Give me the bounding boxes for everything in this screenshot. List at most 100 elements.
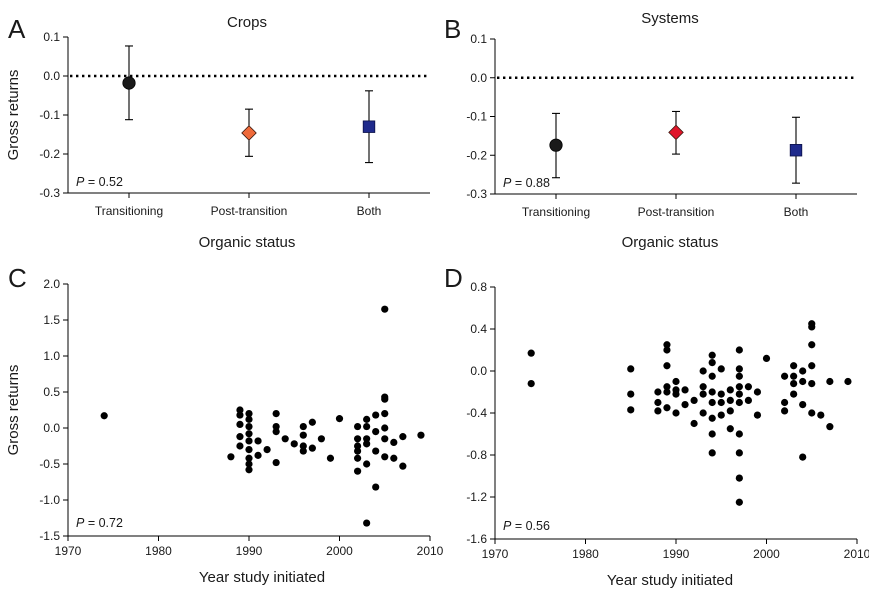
p-value-annotation: P = 0.88 [503, 176, 550, 190]
panel-b: B Systems 0.1 0.0 -0.1 -0.2 -0.3 Transitioning P… [444, 10, 857, 219]
data-point [699, 383, 707, 391]
data-point [272, 422, 280, 431]
data-point [627, 365, 635, 373]
p-value-text: = 0.88 [511, 176, 550, 190]
data-point [363, 460, 371, 468]
y-tick-label: 0.0 [470, 364, 487, 378]
data-point [227, 453, 235, 461]
p-value-symbol: P [76, 175, 85, 189]
x-category-label: Post-transition [211, 204, 288, 218]
data-point [735, 383, 743, 391]
data-point [799, 401, 807, 409]
y-tick-label: 1.0 [43, 349, 60, 363]
x-category-label: Both [357, 204, 382, 218]
y-tick-label: 0.1 [43, 30, 60, 44]
data-point [245, 446, 253, 454]
data-point [308, 418, 316, 426]
x-tick-label: 1980 [572, 547, 599, 561]
y-tick-label: -0.1 [466, 110, 487, 124]
y-tick-label: 1.5 [43, 313, 60, 327]
data-point [354, 442, 362, 450]
panel-a: A Crops 0.1 0.0 -0.1 -0.2 -0.3 Gross returns Tra… [5, 14, 430, 218]
y-tick-label: -1.2 [466, 490, 487, 504]
data-point [799, 377, 807, 386]
data-point [726, 386, 734, 394]
data-point [372, 411, 380, 419]
data-point [753, 411, 762, 419]
data-point [326, 454, 335, 462]
data-point [735, 474, 743, 482]
data-point [663, 346, 671, 354]
data-point [735, 449, 743, 457]
x-tick-label: 2010 [417, 544, 444, 558]
p-value-annotation: P = 0.72 [76, 516, 123, 530]
data-point [381, 453, 389, 461]
data-point [726, 407, 734, 415]
y-tick-label: -1.5 [39, 529, 60, 543]
data-point [663, 362, 671, 370]
data-point [381, 424, 389, 432]
data-point [708, 359, 716, 367]
y-tick-label: 2.0 [43, 277, 60, 291]
data-point [290, 440, 298, 448]
data-point [808, 323, 816, 331]
p-value-text: = 0.52 [84, 175, 123, 189]
data-point [527, 349, 535, 357]
data-point [272, 458, 280, 467]
data-point [363, 519, 371, 527]
data-point [245, 454, 253, 462]
x-tick-label: 1990 [236, 544, 263, 558]
p-value-symbol: P [503, 176, 512, 190]
data-point [236, 442, 244, 450]
y-tick-label: -0.8 [466, 448, 487, 462]
data-point [735, 346, 743, 354]
data-point [708, 430, 716, 438]
y-tick-label: -0.1 [39, 108, 60, 122]
data-point [245, 410, 253, 418]
y-tick-label: -1.0 [39, 493, 60, 507]
y-tick-label: 0.8 [470, 280, 487, 294]
y-tick-label: -0.3 [466, 187, 487, 201]
x-tick-label: 1970 [482, 547, 509, 561]
data-point [372, 428, 380, 436]
data-point [363, 415, 371, 423]
y-tick-label: 0.4 [470, 322, 487, 336]
data-point [299, 431, 307, 439]
panel-letter: C [8, 263, 27, 293]
data-point [808, 380, 816, 388]
data-point [272, 410, 280, 418]
data-point [272, 428, 280, 436]
x-axis-title: Year study initiated [607, 572, 733, 589]
data-point [735, 365, 743, 373]
panel-title: Systems [641, 10, 699, 27]
mean-marker-diamond [241, 125, 257, 141]
data-point [245, 430, 253, 438]
data-point [663, 388, 671, 396]
y-axis-title: Gross returns [5, 70, 22, 161]
data-point [808, 341, 816, 349]
data-point [263, 446, 271, 454]
data-point [236, 411, 244, 419]
data-point [717, 365, 725, 373]
data-point [708, 449, 716, 457]
x-tick-label: 1990 [663, 547, 690, 561]
panel-letter: A [8, 14, 26, 44]
data-point [735, 498, 743, 506]
data-point [236, 433, 244, 441]
data-point [744, 396, 753, 404]
data-point [363, 440, 371, 448]
data-point [844, 377, 852, 386]
data-point [735, 372, 743, 380]
data-point [699, 409, 707, 417]
data-point [781, 398, 789, 407]
data-point [654, 407, 662, 415]
x-axis-title: Year study initiated [199, 569, 325, 586]
mean-marker-diamond [668, 124, 684, 141]
y-tick-label: -0.3 [39, 186, 60, 200]
data-point [354, 422, 362, 431]
p-value-text: = 0.72 [84, 516, 123, 530]
data-point [672, 390, 680, 398]
data-point [308, 444, 316, 452]
data-point [372, 447, 380, 455]
